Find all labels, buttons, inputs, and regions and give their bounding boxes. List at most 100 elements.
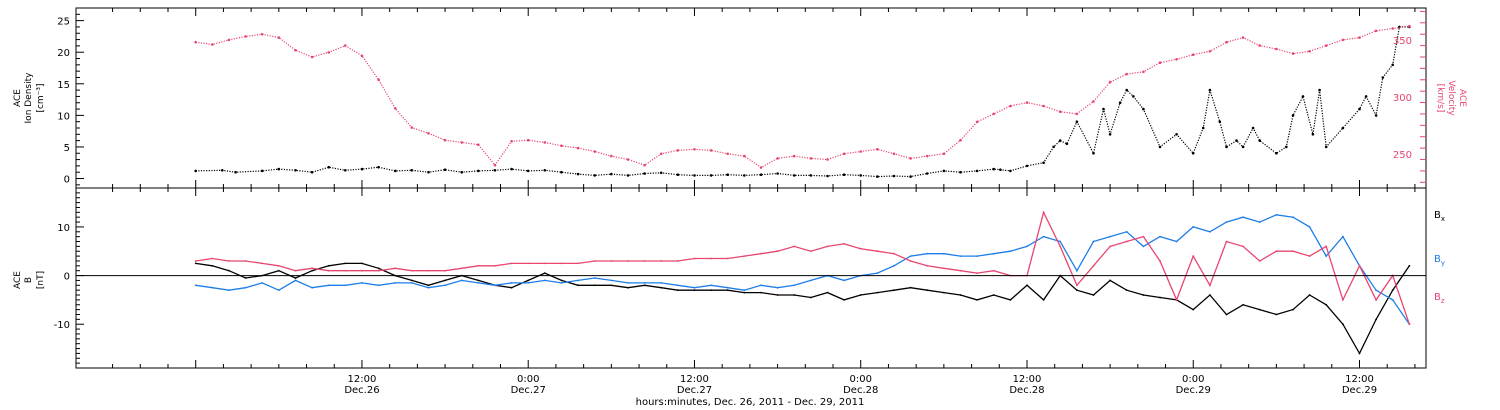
top-series-1-point xyxy=(1358,36,1361,39)
series-bz-point xyxy=(859,247,862,250)
series-bx-point xyxy=(228,269,230,272)
top-series-1-point xyxy=(543,141,547,144)
series-bz-point xyxy=(1042,211,1045,214)
series-bx-point xyxy=(776,294,779,296)
series-bx-point xyxy=(361,262,363,265)
top-series-1-point xyxy=(194,40,197,44)
top-series-0-point xyxy=(260,169,264,173)
legend-bz: Bz xyxy=(1434,292,1445,305)
series-bx-point xyxy=(660,286,663,289)
series-bz-point xyxy=(543,262,546,265)
series-by-point xyxy=(1292,216,1294,219)
top-series-0-point xyxy=(1058,139,1062,142)
series-bx-point xyxy=(527,279,530,282)
top-series-1-point xyxy=(360,54,364,58)
top-series-0-point xyxy=(526,169,530,173)
x-tick-date-label: Dec.27 xyxy=(677,385,712,396)
legend: Bx By Bz xyxy=(1434,210,1445,305)
series-bx-point xyxy=(793,294,796,296)
series-bz-point xyxy=(843,243,845,245)
top-series-1-point xyxy=(460,141,464,144)
series-bz-point xyxy=(726,257,729,260)
top-series-0-point xyxy=(1374,114,1378,117)
series-by-point xyxy=(1009,250,1012,253)
top-series-0-point xyxy=(1358,107,1361,111)
series-bx-point xyxy=(510,286,513,289)
series-bz-point xyxy=(527,262,530,265)
top-series-0-point xyxy=(659,171,663,175)
series-bx-point xyxy=(1125,289,1128,292)
top-series-1-point xyxy=(377,78,380,82)
series-bz-point xyxy=(1408,323,1411,326)
series-bz-point xyxy=(660,260,663,262)
series-by-point xyxy=(876,272,879,274)
top-series-1-point xyxy=(759,166,763,169)
top-series-0-point xyxy=(925,172,929,175)
series-bx-point xyxy=(1408,264,1411,267)
series-bz-point xyxy=(1076,284,1078,287)
series-bx-point xyxy=(726,289,729,292)
x-axis-title: hours:minutes, Dec. 26, 2011 - Dec. 29, … xyxy=(636,397,865,408)
series-bz-point xyxy=(710,257,712,260)
series-bx-point xyxy=(344,262,347,265)
top-series-0-point xyxy=(892,174,896,178)
bottom-panel-frame xyxy=(75,187,1427,369)
series-bz-point xyxy=(826,245,829,248)
series-bx-point xyxy=(1308,294,1311,296)
top-series-0-point xyxy=(1225,145,1228,149)
top-series-0-point xyxy=(1251,126,1255,130)
series-by-point xyxy=(311,286,313,289)
series-by-point xyxy=(427,286,430,289)
series-by-point xyxy=(377,284,380,287)
series-bx-point xyxy=(1258,308,1261,311)
series-bz-point xyxy=(893,252,895,255)
series-bz-point xyxy=(1275,250,1278,253)
top-series-0-point xyxy=(377,165,380,169)
top-series-0-point xyxy=(1318,88,1321,92)
series-by-point xyxy=(1092,240,1095,243)
series-by-point xyxy=(1059,240,1062,243)
series-by-point xyxy=(943,252,945,255)
series-by-point xyxy=(1258,221,1261,224)
top-series-0-trace xyxy=(195,26,1410,178)
series-bz-point xyxy=(1092,264,1095,267)
series-by-point xyxy=(327,284,330,287)
x-tick-time-label: 0:00 xyxy=(849,374,871,385)
bottom-tick-label: -10 xyxy=(54,320,70,331)
top-series-0-point xyxy=(443,168,447,171)
series-by-point xyxy=(843,279,845,282)
top-series-1-point xyxy=(859,150,862,153)
top-series-0-point xyxy=(543,169,547,172)
series-bz-point xyxy=(810,250,812,253)
top-series-0-point xyxy=(560,170,563,174)
top-series-0-point xyxy=(776,172,779,175)
top-series-0-point xyxy=(221,169,224,172)
series-bx-point xyxy=(244,277,247,279)
series-bz-point xyxy=(693,257,696,260)
top-series-1-point xyxy=(643,163,646,167)
top-series-0-point xyxy=(1132,95,1135,98)
top-series-1-point xyxy=(726,152,729,156)
top-series-1-point xyxy=(1324,44,1328,47)
top-series-0-point xyxy=(1009,169,1012,173)
series-bz-point xyxy=(1308,255,1311,257)
series-by-point xyxy=(344,284,347,287)
top-series-1-trace xyxy=(195,25,1410,169)
top-series-0-point xyxy=(1364,95,1368,98)
top-series-0-point xyxy=(327,165,331,169)
series-bx-point xyxy=(710,289,712,292)
top-series-0-point xyxy=(726,173,729,176)
series-bx-point xyxy=(893,289,895,292)
bottom-tick-label: 0 xyxy=(64,272,70,283)
series-bx-point xyxy=(876,291,879,294)
series-bx-point xyxy=(1342,323,1344,326)
series-bz-point xyxy=(361,269,363,272)
series-bz-point xyxy=(1342,299,1344,301)
top-series-1-point xyxy=(659,152,663,156)
top-series-1-point xyxy=(1374,29,1378,33)
series-bx-point xyxy=(992,294,995,296)
top-series-0-point xyxy=(859,174,862,177)
series-bz-point xyxy=(1358,264,1361,267)
series-bx-point xyxy=(743,291,746,294)
series-bz-point xyxy=(560,262,563,265)
